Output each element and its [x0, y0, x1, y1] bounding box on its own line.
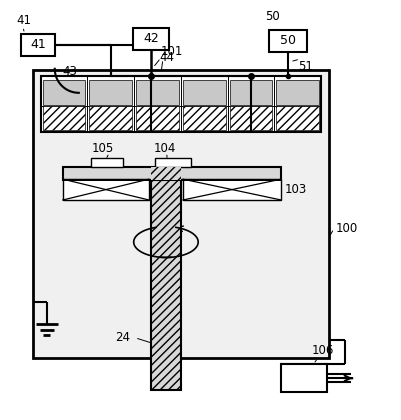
Bar: [182, 80, 225, 105]
Text: 105: 105: [91, 142, 114, 155]
Text: 103: 103: [284, 183, 307, 196]
Bar: [182, 106, 225, 130]
Bar: [276, 106, 318, 130]
Bar: [229, 106, 272, 130]
Text: 100: 100: [334, 222, 356, 235]
Bar: [133, 28, 168, 50]
Bar: [182, 179, 280, 181]
Bar: [43, 80, 85, 105]
Text: 44: 44: [158, 51, 174, 64]
Text: 41: 41: [17, 13, 32, 26]
Bar: [41, 76, 320, 132]
Bar: [63, 179, 148, 181]
Bar: [32, 70, 328, 358]
Bar: [89, 106, 132, 130]
Text: 43: 43: [63, 65, 77, 78]
Text: 106: 106: [311, 344, 334, 357]
Text: 41: 41: [30, 38, 45, 51]
Bar: [63, 179, 148, 200]
Bar: [91, 158, 123, 167]
Text: 50: 50: [264, 10, 279, 23]
Text: 104: 104: [153, 142, 176, 155]
Text: 42: 42: [143, 32, 158, 45]
Bar: [182, 179, 280, 200]
Bar: [136, 106, 178, 130]
Text: 101: 101: [160, 45, 183, 58]
Text: 24: 24: [115, 331, 130, 344]
Bar: [136, 80, 178, 105]
Bar: [229, 80, 272, 105]
Text: 51: 51: [298, 60, 312, 73]
Bar: [276, 80, 318, 105]
Text: 50: 50: [279, 34, 296, 47]
Bar: [63, 167, 280, 180]
Bar: [280, 364, 326, 392]
Bar: [154, 158, 190, 167]
Bar: [150, 167, 180, 180]
Bar: [150, 180, 180, 390]
Bar: [89, 80, 132, 105]
Bar: [21, 34, 55, 56]
Bar: [43, 106, 85, 130]
Bar: [268, 30, 306, 52]
